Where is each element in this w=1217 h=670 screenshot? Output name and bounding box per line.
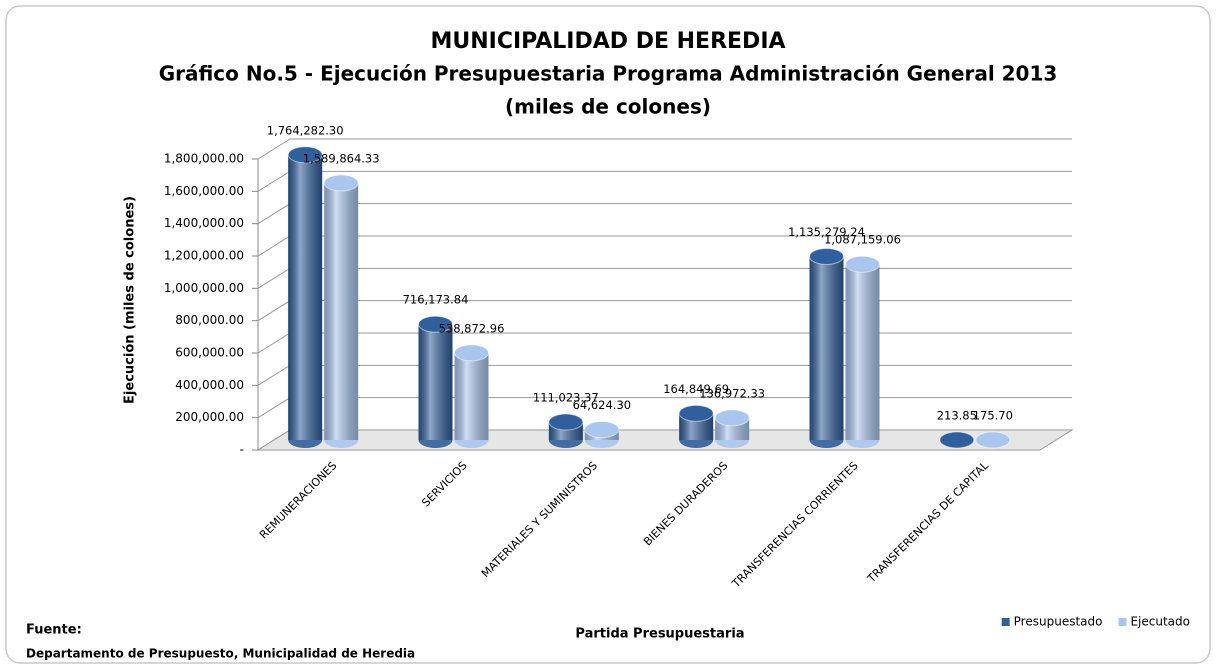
value-label: 136,972.33 bbox=[699, 386, 765, 400]
value-label: 175.70 bbox=[973, 408, 1013, 422]
y-tick-label: 1,600,000.00 bbox=[164, 184, 244, 198]
bar-top bbox=[809, 247, 844, 265]
value-label: 716,173.84 bbox=[403, 293, 469, 307]
bar-shine bbox=[845, 264, 880, 440]
bar-shine bbox=[324, 182, 359, 441]
value-label: 1,135,279.24 bbox=[788, 225, 865, 239]
bar-top bbox=[323, 174, 359, 192]
bar-top bbox=[714, 409, 750, 427]
y-tick-label: 1,200,000.00 bbox=[164, 249, 244, 263]
y-tick-label: 800,000.00 bbox=[175, 313, 244, 327]
legend-swatch bbox=[1001, 618, 1010, 626]
value-label: 1,589,864.33 bbox=[303, 151, 380, 165]
bar-shine bbox=[809, 256, 844, 440]
y-tick-label: 1,400,000.00 bbox=[164, 216, 244, 230]
grid-line bbox=[257, 138, 1072, 160]
legend-label: Ejecutado bbox=[1130, 615, 1190, 629]
legend-swatch bbox=[1118, 618, 1127, 626]
value-label: 213.85 bbox=[937, 408, 977, 422]
bar-shine bbox=[288, 154, 323, 441]
bar-top bbox=[454, 344, 489, 362]
y-tick-label: 1,800,000.00 bbox=[164, 152, 244, 166]
bar-top bbox=[418, 315, 453, 333]
bar-top bbox=[678, 404, 714, 422]
value-label: 538,872.96 bbox=[439, 321, 505, 335]
y-tick-label: 400,000.00 bbox=[175, 378, 244, 392]
bar-top bbox=[584, 421, 620, 439]
source: Departamento de Presupuesto, Municipalid… bbox=[26, 647, 415, 661]
bar-top bbox=[287, 146, 323, 164]
value-label: 1,764,282.30 bbox=[267, 123, 344, 137]
y-tick-label: 600,000.00 bbox=[175, 346, 244, 360]
bar-top bbox=[975, 431, 1011, 449]
legend-label: Presupuestado bbox=[1014, 615, 1103, 629]
chart-title: MUNICIPALIDAD DE HEREDIA bbox=[430, 29, 785, 54]
value-label: 64,624.30 bbox=[573, 398, 632, 412]
chart-subtitle: (miles de colones) bbox=[505, 95, 711, 119]
bar-shine bbox=[454, 352, 489, 440]
y-tick-label: - bbox=[240, 443, 244, 457]
y-tick-label: 200,000.00 bbox=[175, 410, 244, 424]
y-axis-label: Ejecución (miles de colones) bbox=[123, 196, 138, 404]
bar-top bbox=[548, 413, 584, 431]
bar-top bbox=[939, 431, 975, 449]
bar-top bbox=[845, 255, 880, 273]
value-label: 111,023.37 bbox=[533, 391, 599, 405]
value-label: 164,849.69 bbox=[663, 382, 729, 396]
source-label: Fuente: bbox=[26, 623, 82, 638]
value-label: 1,087,159.06 bbox=[824, 233, 901, 247]
bar-shine bbox=[418, 324, 453, 440]
y-tick-label: 1,000,000.00 bbox=[164, 281, 244, 295]
chart-subtitle: Gráfico No.5 - Ejecución Presupuestaria … bbox=[159, 62, 1058, 86]
x-axis-label: Partida Presupuestaria bbox=[575, 627, 744, 642]
